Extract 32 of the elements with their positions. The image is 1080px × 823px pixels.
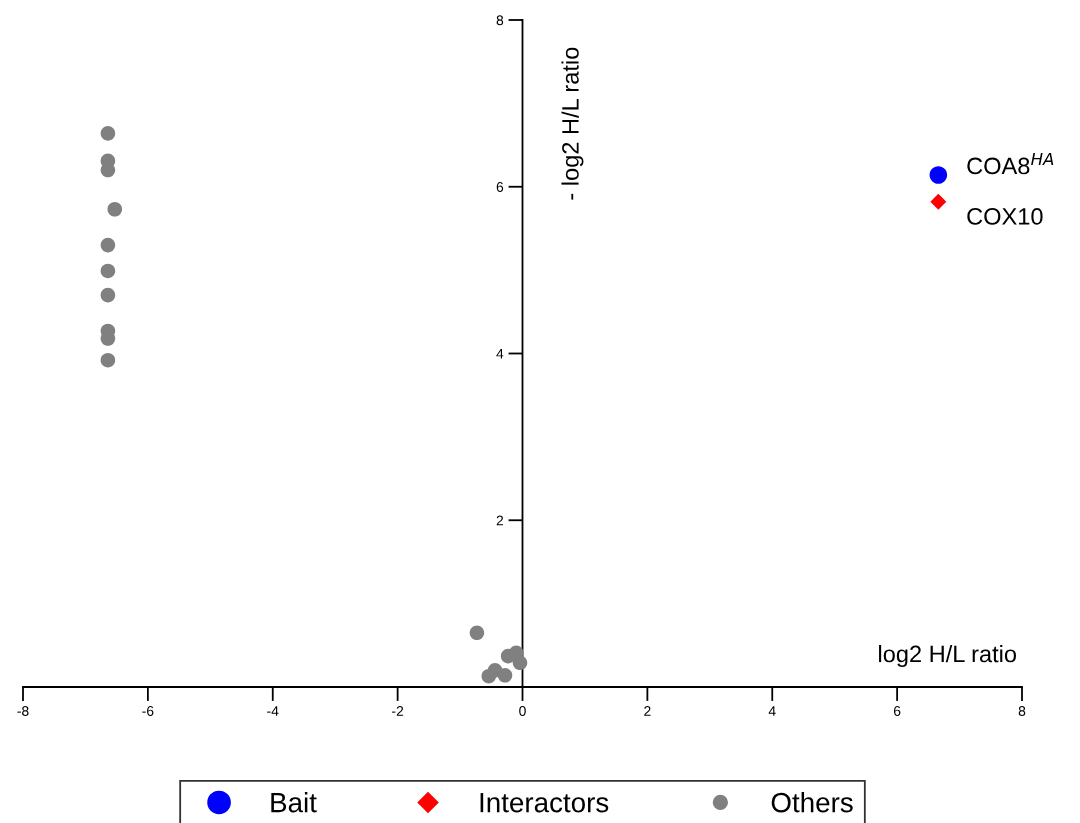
legend-label: Bait: [271, 792, 317, 813]
point: [100, 126, 116, 141]
y-tick-label: 4: [496, 348, 504, 359]
point: [100, 237, 116, 253]
point: [512, 655, 528, 671]
x-axis-title: log2 H/L ratio: [879, 644, 1017, 667]
y-tick-label: 2: [496, 515, 504, 526]
point: [500, 648, 516, 664]
x-tick-label: -4: [267, 706, 279, 716]
legend-label: Interactors: [480, 793, 609, 813]
x-tick-label: 0: [519, 706, 526, 716]
x-tick-label: 2: [644, 706, 651, 716]
point: [100, 263, 116, 279]
annotation: COA8$^{HA}$: [967, 152, 1054, 175]
x-tick-label: 4: [768, 706, 776, 716]
y-tick-label: 8: [496, 15, 504, 26]
x-tick-label: -8: [17, 706, 29, 716]
x-tick-label: -6: [142, 706, 154, 716]
annotation: COX10: [967, 208, 1043, 225]
point: [929, 166, 948, 184]
x-tick-label: 6: [893, 706, 901, 716]
legend-label: Others: [771, 792, 853, 813]
point: [100, 287, 116, 303]
point: [107, 201, 123, 217]
y-tick-label: 6: [496, 182, 504, 192]
point: [100, 352, 116, 368]
point: [497, 668, 513, 683]
point: [469, 625, 485, 641]
x-tick-label: 8: [1018, 706, 1026, 716]
y-axis-title: - log2 H/L ratio: [561, 47, 584, 200]
point: [930, 193, 947, 210]
x-tick-label: -2: [392, 706, 404, 716]
